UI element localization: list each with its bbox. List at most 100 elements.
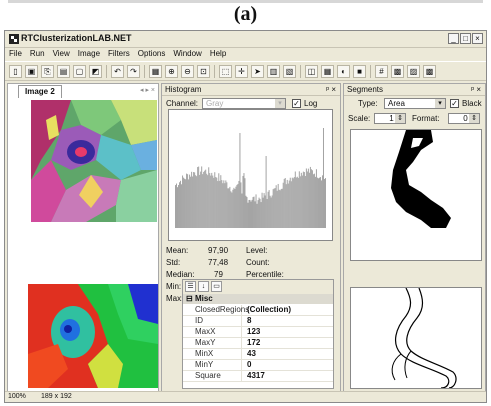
histogram-bar [303, 172, 305, 228]
select-icon[interactable]: ⬚ [219, 64, 232, 78]
tab-image-2[interactable]: Image 2 [18, 85, 62, 98]
black-checkbox[interactable]: ✓ [450, 99, 459, 108]
type-value: Area [388, 99, 405, 108]
histogram-bar [227, 188, 229, 228]
redo-icon[interactable]: ↷ [127, 64, 140, 78]
property-value: 123 [247, 327, 261, 336]
split-icon[interactable]: ◫ [305, 64, 318, 78]
histogram-bar [285, 184, 287, 228]
save-icon[interactable]: ▣ [25, 64, 38, 78]
cluster2-icon[interactable]: ▨ [407, 64, 420, 78]
menu-filters[interactable]: Filters [108, 49, 130, 58]
log-checkbox[interactable]: ✓ [292, 99, 301, 108]
histogram-bar [248, 200, 250, 228]
menu-help[interactable]: Help [209, 49, 227, 58]
undo-icon[interactable]: ↶ [111, 64, 124, 78]
histogram-bar [212, 175, 214, 228]
histogram-bar [219, 180, 221, 228]
histogram-bar [310, 169, 312, 228]
histogram-bar [306, 171, 308, 228]
stat-mean-value: 97,90 [208, 246, 229, 255]
histogram-bar [308, 172, 310, 228]
histogram-bar [252, 197, 254, 228]
pane-pin-close-icon[interactable]: ᵖ × [471, 85, 481, 94]
paste-icon[interactable]: ▤ [57, 64, 70, 78]
menu-image[interactable]: Image [77, 49, 101, 58]
stat-max-label: Max: [166, 294, 184, 303]
property-row[interactable]: ID 8 [183, 316, 333, 327]
source-image [28, 284, 158, 388]
channel-select[interactable]: Gray ▾ [202, 98, 286, 109]
menu-view[interactable]: View [52, 49, 70, 58]
histogram-bar [294, 171, 296, 228]
new-icon[interactable]: ▯ [9, 64, 22, 78]
channel-value: Gray [206, 99, 224, 108]
histogram-bar [243, 173, 245, 228]
histogram-bar [182, 175, 184, 228]
pane-pin-close-icon[interactable]: ᵖ × [326, 85, 336, 94]
copy-icon[interactable]: ⎘ [41, 64, 54, 78]
histogram-bar [190, 176, 192, 228]
property-row[interactable]: Square 4317 [183, 371, 333, 382]
menu-run[interactable]: Run [29, 49, 45, 58]
histogram-bar [237, 183, 239, 228]
histogram-bar [199, 174, 201, 228]
property-row[interactable]: MinX 43 [183, 349, 333, 360]
histogram-bar [201, 166, 203, 228]
cluster3-icon[interactable]: ▩ [423, 64, 436, 78]
histogram-bar [278, 189, 280, 228]
color-icon[interactable]: ◐ [337, 64, 350, 78]
layers-icon[interactable]: ▧ [283, 64, 296, 78]
zoom-fit-icon[interactable]: ⊡ [197, 64, 210, 78]
stop-icon[interactable]: ■ [353, 64, 366, 78]
grid-icon[interactable]: ▦ [149, 64, 162, 78]
property-row[interactable]: MinY 0 [183, 360, 333, 371]
close-button[interactable]: × [472, 33, 483, 44]
property-row[interactable]: MaxX 123 [183, 327, 333, 338]
menu-window[interactable]: Window [173, 49, 202, 58]
minimize-button[interactable]: _ [448, 33, 459, 44]
property-row[interactable]: MaxY 172 [183, 338, 333, 349]
histogram-icon[interactable]: ▥ [267, 64, 280, 78]
histogram-bar [176, 183, 178, 228]
zoom-out-icon[interactable]: ⊖ [181, 64, 194, 78]
tab-nav-buttons[interactable]: ◂ ▸ × [139, 87, 155, 94]
scale-stepper[interactable]: 1 ⇕ [374, 113, 406, 124]
property-pages-icon[interactable]: ▭ [211, 281, 222, 292]
histogram-bar [267, 191, 269, 228]
histogram-bar [282, 182, 284, 228]
histogram-bar [272, 189, 274, 228]
histogram-bar [191, 171, 193, 228]
hash-icon[interactable]: # [375, 64, 388, 78]
toolbar-separator [300, 64, 301, 78]
format-stepper[interactable]: 0 ⇕ [448, 113, 480, 124]
histogram-bar [184, 178, 186, 228]
histogram-bar [319, 177, 321, 228]
histogram-bar [302, 171, 304, 228]
property-category[interactable]: ⊟ Misc [183, 294, 333, 304]
property-grid-toolbar: ☰ ↓ ▭ [183, 280, 333, 294]
crosshair-icon[interactable]: ✛ [235, 64, 248, 78]
histogram-bar [216, 177, 218, 228]
property-row[interactable]: ClosedRegions (Collection) [183, 305, 333, 316]
maximize-button[interactable]: □ [460, 33, 471, 44]
menu-file[interactable]: File [9, 49, 22, 58]
property-name: MinY [195, 360, 242, 370]
categorized-icon[interactable]: ☰ [185, 281, 196, 292]
app-icon[interactable]: ◩ [89, 64, 102, 78]
table-icon[interactable]: ▦ [321, 64, 334, 78]
histogram-bar [238, 180, 240, 228]
toolbar-separator [106, 64, 107, 78]
pointer-icon[interactable]: ➤ [251, 64, 264, 78]
zoom-in-icon[interactable]: ⊕ [165, 64, 178, 78]
menu-options[interactable]: Options [137, 49, 166, 58]
property-name: MaxX [195, 327, 242, 337]
histogram-bar [305, 168, 307, 228]
type-select[interactable]: Area ▾ [384, 98, 446, 109]
sort-alpha-icon[interactable]: ↓ [198, 281, 209, 292]
segmented-image [31, 100, 157, 222]
image-icon[interactable]: ▢ [73, 64, 86, 78]
menu-bar: File Run View Image Filters Options Wind… [5, 48, 486, 60]
cluster-icon[interactable]: ▩ [391, 64, 404, 78]
app-logo-icon [9, 34, 19, 44]
